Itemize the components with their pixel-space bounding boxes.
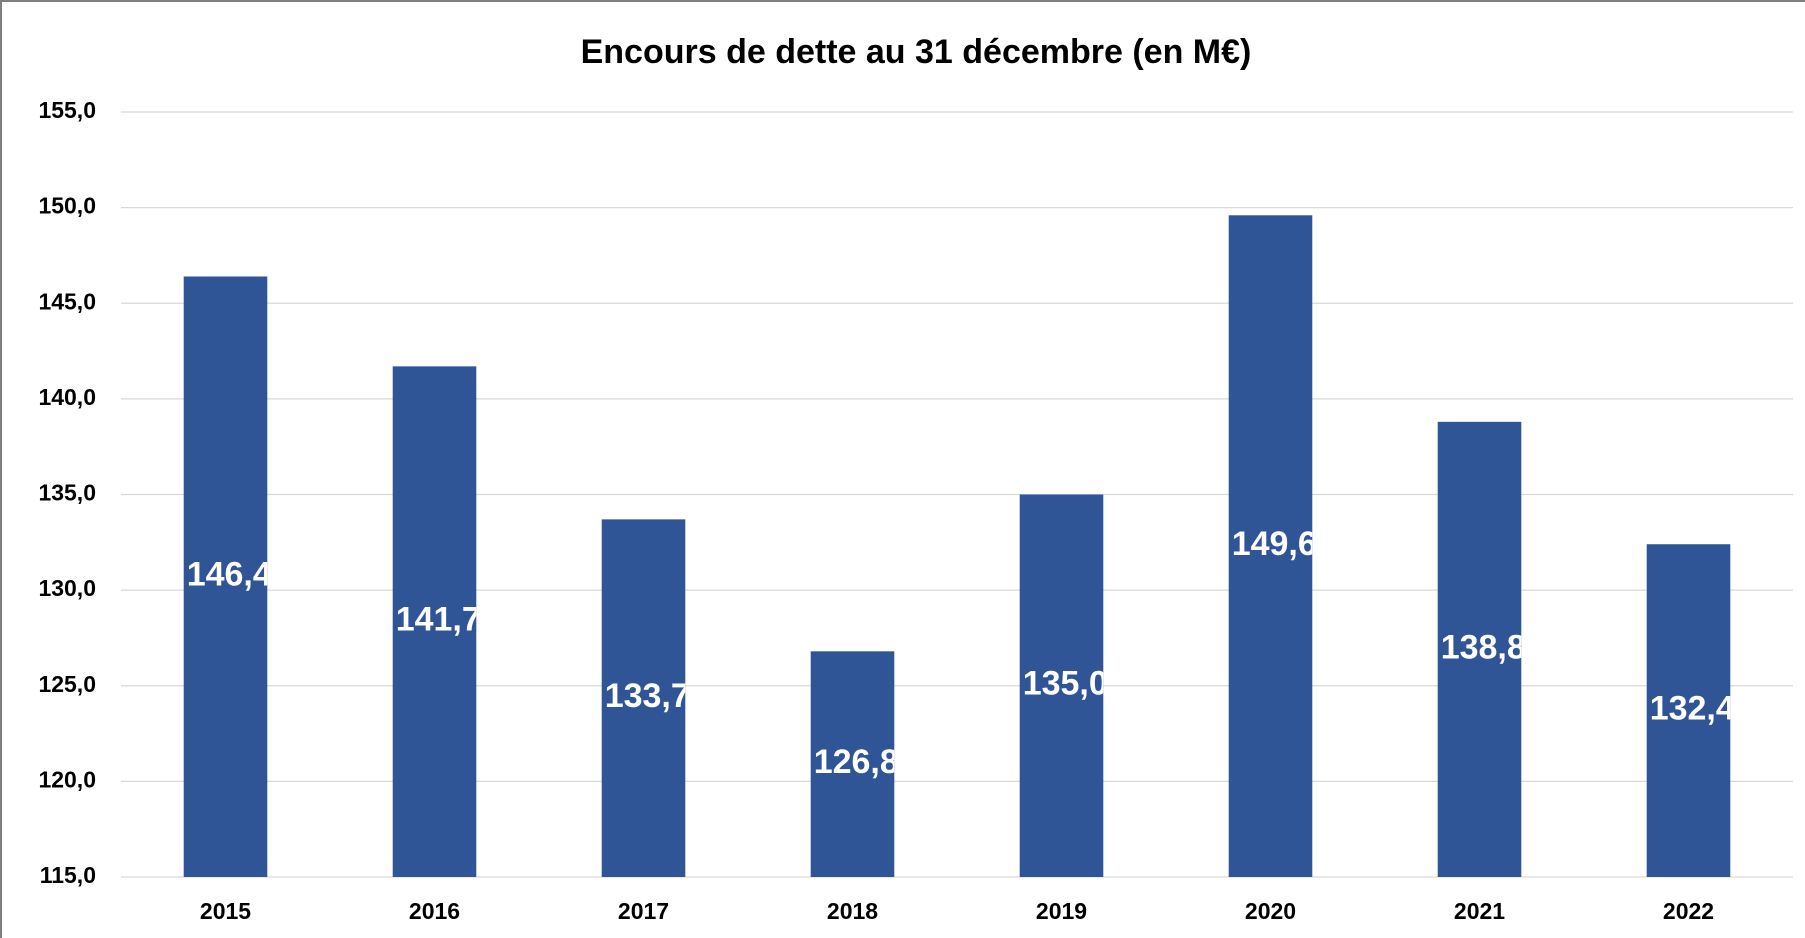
data-label: 149,6 (1232, 525, 1317, 563)
data-label: 138,8 (1441, 628, 1526, 666)
y-tick-label: 115,0 (40, 862, 96, 888)
y-tick-label: 140,0 (38, 384, 96, 410)
data-label: 135,0 (1023, 665, 1108, 703)
bar (1019, 494, 1104, 877)
data-label: 146,4 (187, 556, 272, 594)
x-tick-label: 2016 (409, 898, 460, 924)
x-tick-label: 2019 (1036, 898, 1087, 924)
x-tick-label: 2022 (1663, 898, 1714, 924)
data-label: 133,7 (605, 677, 690, 715)
y-tick-label: 130,0 (38, 575, 96, 601)
data-label: 141,7 (396, 601, 481, 639)
y-tick-label: 145,0 (38, 288, 96, 314)
bar (1646, 544, 1731, 877)
bar (1437, 421, 1522, 877)
y-tick-label: 125,0 (38, 671, 96, 697)
data-label: 126,8 (814, 743, 899, 781)
bar (1228, 215, 1313, 877)
x-tick-label: 2020 (1245, 898, 1296, 924)
x-tick-label: 2015 (200, 898, 251, 924)
y-tick-label: 155,0 (38, 97, 96, 123)
data-label: 132,4 (1650, 690, 1735, 728)
x-tick-label: 2018 (827, 898, 878, 924)
y-tick-label: 150,0 (38, 193, 96, 219)
y-tick-label: 135,0 (38, 480, 96, 506)
bar (601, 519, 686, 877)
chart-title: Encours de dette au 31 décembre (en M€) (581, 33, 1252, 71)
bar (392, 366, 477, 877)
bar (810, 651, 895, 877)
bar (183, 276, 268, 878)
x-tick-label: 2021 (1454, 898, 1505, 924)
y-tick-label: 120,0 (38, 766, 96, 792)
x-tick-label: 2017 (618, 898, 669, 924)
